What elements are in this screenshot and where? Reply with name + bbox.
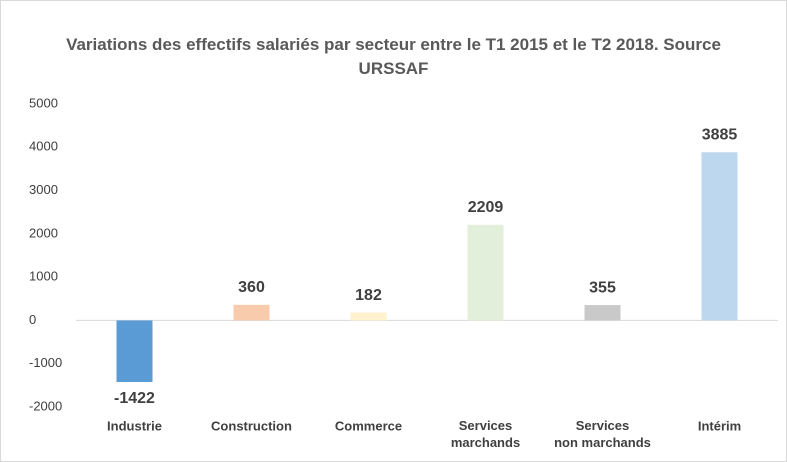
x-tick-label: Construction [211,418,292,433]
x-tick-label: Services non marchands [554,418,651,450]
y-tick-label: 0 [29,312,36,327]
y-tick-label: 5000 [29,95,58,110]
data-label: 360 [238,279,265,296]
bar [350,312,387,321]
bar [116,320,153,382]
y-tick-label: 3000 [29,182,58,197]
bar [584,305,621,321]
x-tick-label: Services marchands [451,418,520,450]
y-tick-label: -2000 [29,398,62,413]
data-label: 3885 [702,126,738,143]
x-tick-label: Industrie [107,418,162,433]
y-tick-label: 4000 [29,139,58,154]
data-label: 2209 [468,199,504,216]
y-tick-label: -1000 [29,355,62,370]
y-tick-label: 2000 [29,225,58,240]
bar [233,304,270,321]
bar [701,152,738,321]
x-tick-label: Intérim [698,418,741,433]
data-label: -1422 [114,390,155,407]
data-label: 355 [589,279,616,296]
bar [467,224,504,321]
chart-title: Variations des effectifs salariés par se… [66,35,721,78]
y-tick-label: 1000 [29,269,58,284]
x-tick-label: Commerce [335,418,402,433]
data-label: 182 [355,287,382,304]
